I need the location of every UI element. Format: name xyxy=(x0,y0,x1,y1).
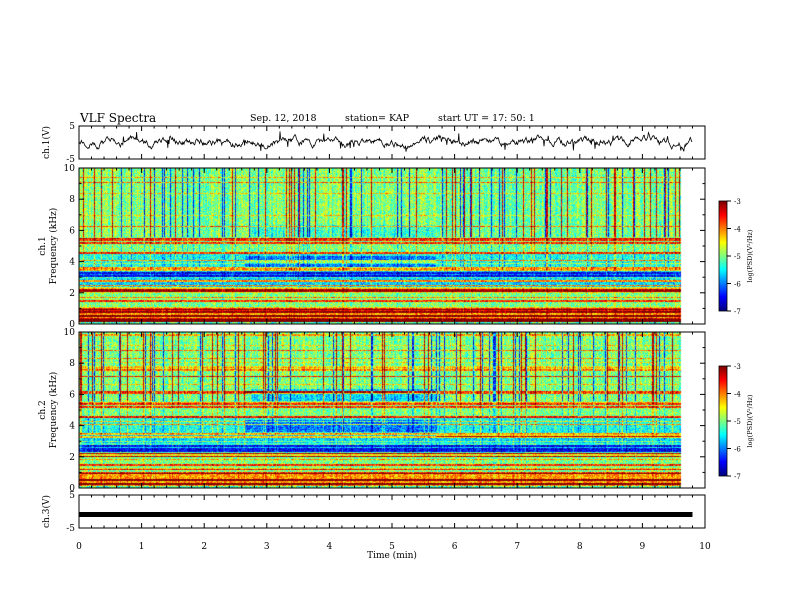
panel-frame-2 xyxy=(78,167,706,325)
y-tick-label: 2 xyxy=(69,453,75,463)
x-tick-label: 0 xyxy=(76,542,82,552)
y-axis-label: ch.1 xyxy=(38,236,48,255)
y-tick-label: 4 xyxy=(69,422,75,432)
x-tick-label: 2 xyxy=(201,542,207,552)
colorbar-tick-label: -5 xyxy=(734,418,741,426)
x-tick-label: 5 xyxy=(389,542,395,552)
colorbar-label: log(PSD)(V²/Hz) xyxy=(746,229,754,282)
y-tick-label: 0 xyxy=(69,484,75,494)
ch2-spectrogram xyxy=(79,332,693,488)
colorbar-frame xyxy=(718,200,728,312)
ch2-colorbar xyxy=(719,366,727,476)
x-tick-label: 7 xyxy=(514,542,520,552)
y-tick-label: -5 xyxy=(66,524,75,534)
figure-title: VLF Spectra xyxy=(80,111,157,125)
axis-ticks xyxy=(78,125,731,529)
colorbar-tick-label: -6 xyxy=(734,446,741,454)
waveforms xyxy=(78,131,693,517)
y-tick-label: 6 xyxy=(69,390,75,400)
y-tick-label: -5 xyxy=(66,155,75,165)
y-tick-label: 4 xyxy=(69,258,75,268)
x-tick-label: 6 xyxy=(452,542,458,552)
colorbar-tick-label: -5 xyxy=(734,253,741,261)
y-tick-label: 8 xyxy=(69,359,75,369)
y-tick-label: 2 xyxy=(69,289,75,299)
y-tick-label: 10 xyxy=(64,164,76,174)
y-tick-label: 0 xyxy=(69,320,75,330)
y-axis-label: ch.2 xyxy=(38,400,48,419)
start-time-label: start UT = 17: 50: 1 xyxy=(438,113,535,124)
ch1-waveform-line xyxy=(78,131,693,152)
ch1-spectrogram xyxy=(79,168,693,324)
colorbar-tick-label: -7 xyxy=(734,308,741,316)
colorbar-frame xyxy=(718,365,728,477)
colorbar-tick-label: -3 xyxy=(734,198,741,206)
y-axis-label: ch.1(V) xyxy=(41,126,52,159)
x-tick-label: 1 xyxy=(139,542,145,552)
colorbar-tick-label: -4 xyxy=(734,391,741,399)
station-label: station= KAP xyxy=(345,113,409,124)
x-tick-label: 3 xyxy=(264,542,270,552)
x-tick-label: 8 xyxy=(577,542,583,552)
y-tick-label: 6 xyxy=(69,226,75,236)
y-tick-label: 5 xyxy=(69,491,75,501)
x-tick-label: 9 xyxy=(640,542,646,552)
y-axis-label: ch.3(V) xyxy=(41,495,52,528)
date-label: Sep. 12, 2018 xyxy=(250,113,317,124)
colorbar-tick-label: -7 xyxy=(734,473,741,481)
x-axis-label: Time (min) xyxy=(367,550,417,561)
y-tick-label: 5 xyxy=(69,122,75,132)
ch1-colorbar xyxy=(719,201,727,311)
y-tick-label: 8 xyxy=(69,195,75,205)
colorbar-tick-label: -3 xyxy=(734,363,741,371)
x-tick-label: 10 xyxy=(699,542,711,552)
panel-frames xyxy=(78,125,728,529)
x-tick-label: 4 xyxy=(327,542,333,552)
colorbar-tick-label: -6 xyxy=(734,281,741,289)
y-axis-label: Frequency (kHz) xyxy=(48,208,59,285)
y-axis-label: Frequency (kHz) xyxy=(48,372,59,449)
y-tick-label: 10 xyxy=(64,328,76,338)
colorbar-tick-label: -4 xyxy=(734,226,741,234)
panel-frame-3 xyxy=(78,331,706,489)
colorbar-label: log(PSD)(V²/Hz) xyxy=(746,394,754,447)
